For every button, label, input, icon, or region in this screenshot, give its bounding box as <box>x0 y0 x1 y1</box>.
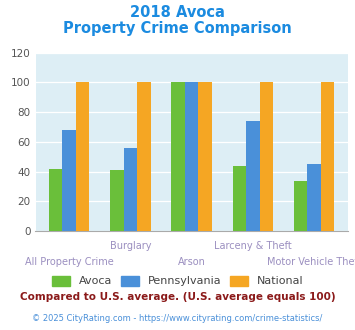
Bar <box>110 170 124 231</box>
Bar <box>294 181 307 231</box>
Text: Burglary: Burglary <box>110 241 151 251</box>
Text: All Property Crime: All Property Crime <box>25 257 114 267</box>
Bar <box>49 169 62 231</box>
Bar <box>198 82 212 231</box>
Bar <box>124 148 137 231</box>
Text: Larceny & Theft: Larceny & Theft <box>214 241 292 251</box>
Bar <box>307 164 321 231</box>
Text: Motor Vehicle Theft: Motor Vehicle Theft <box>267 257 355 267</box>
Text: Compared to U.S. average. (U.S. average equals 100): Compared to U.S. average. (U.S. average … <box>20 292 335 302</box>
Text: © 2025 CityRating.com - https://www.cityrating.com/crime-statistics/: © 2025 CityRating.com - https://www.city… <box>32 314 323 323</box>
Bar <box>321 82 334 231</box>
Text: 2018 Avoca: 2018 Avoca <box>130 5 225 20</box>
Legend: Avoca, Pennsylvania, National: Avoca, Pennsylvania, National <box>47 271 308 291</box>
Text: Property Crime Comparison: Property Crime Comparison <box>63 21 292 36</box>
Bar <box>62 130 76 231</box>
Bar <box>171 82 185 231</box>
Bar <box>76 82 89 231</box>
Text: Arson: Arson <box>178 257 206 267</box>
Bar <box>137 82 151 231</box>
Bar <box>185 82 198 231</box>
Bar <box>246 121 260 231</box>
Bar <box>260 82 273 231</box>
Bar <box>233 166 246 231</box>
